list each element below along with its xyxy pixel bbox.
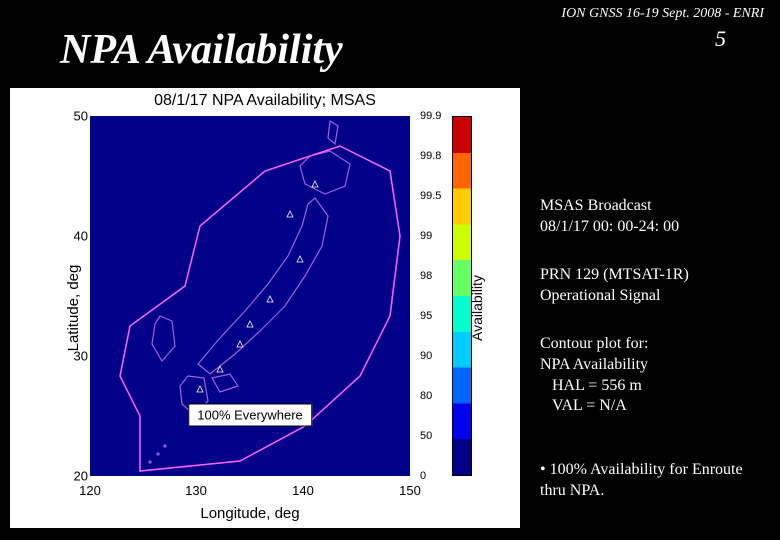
cbtick: 99.5 [420,190,450,202]
cbtick: 50 [420,430,450,442]
xtick: 150 [399,483,421,498]
info-bullet: • 100% Availability for Enroute thru NPA… [540,460,766,502]
ytick: 40 [64,229,88,244]
ytick: 30 [64,349,88,364]
info-line: MSAS Broadcast [540,197,652,214]
cbtick: 99.9 [420,110,450,122]
ytick: 20 [64,469,88,484]
xtick: 130 [185,483,207,498]
chart-annotation: 100% Everywhere [188,403,312,426]
info-line: PRN 129 (MTSAT-1R) [540,266,689,283]
chart-container: 08/1/17 NPA Availability; MSAS Latitude,… [10,88,520,528]
cbtick: 99.8 [420,150,450,162]
cbtick: 0 [420,470,450,482]
chart-ylabel: Latitude, deg [65,265,82,352]
info-line: NPA Availability [540,356,648,373]
cbtick: 80 [420,390,450,402]
chart-xlabel: Longitude, deg [90,505,410,522]
conference-header: ION GNSS 16-19 Sept. 2008 - ENRI [561,6,764,22]
info-line: Contour plot for: [540,335,648,352]
cbtick: 99 [420,230,450,242]
info-line: VAL = N/A [540,397,627,414]
xtick: 140 [292,483,314,498]
page-title: NPA Availability [60,26,343,74]
chart-title: 08/1/17 NPA Availability; MSAS [10,92,520,110]
chart-plot-area: 100% Everywhere [90,116,410,476]
colorbar-label: Availability [469,275,485,341]
info-line: Operational Signal [540,287,660,304]
info-block-1: MSAS Broadcast 08/1/17 00: 00-24: 00 [540,196,766,238]
xtick: 120 [79,483,101,498]
info-block-3: Contour plot for: NPA Availability HAL =… [540,334,766,417]
info-line: HAL = 556 m [540,377,642,394]
page-number: 5 [715,26,726,52]
cbtick: 98 [420,270,450,282]
cbtick: 90 [420,350,450,362]
info-line: 08/1/17 00: 00-24: 00 [540,218,679,235]
cbtick: 95 [420,310,450,322]
info-block-2: PRN 129 (MTSAT-1R) Operational Signal [540,265,766,307]
ytick: 50 [64,109,88,124]
